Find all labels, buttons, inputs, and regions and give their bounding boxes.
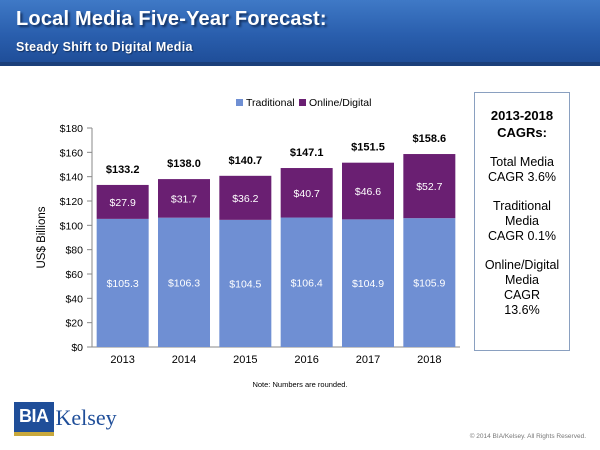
data-label-total: $140.7: [229, 155, 263, 167]
slide-title: Local Media Five-Year Forecast:: [16, 8, 327, 30]
x-tick-label: 2017: [356, 354, 380, 366]
data-label-total: $151.5: [351, 142, 385, 154]
data-label-total: $133.2: [106, 164, 140, 176]
bar-online-digital: [403, 154, 456, 219]
data-label-traditional: $106.4: [291, 277, 323, 289]
data-label-online-digital: $46.6: [355, 186, 381, 198]
cagr-summary-box: 2013-2018 CAGRs: Total Media CAGR 3.6% T…: [474, 92, 570, 351]
x-tick-label: 2013: [110, 354, 134, 366]
legend-swatch-online-digital: [299, 99, 306, 106]
x-tick-label: 2014: [172, 354, 196, 366]
data-label-total: $147.1: [290, 147, 324, 159]
data-label-traditional: $104.5: [229, 278, 261, 290]
data-label-online-digital: $52.7: [416, 181, 442, 193]
bar-traditional: [96, 218, 149, 347]
bar-traditional: [280, 217, 333, 347]
bar-traditional: [342, 219, 394, 347]
bar-traditional: [403, 218, 456, 347]
bar-traditional: [219, 219, 272, 347]
rounding-note: Note: Numbers are rounded.: [252, 380, 348, 389]
slide-subtitle: Steady Shift to Digital Media: [16, 40, 193, 54]
stacked-bar-chart: $0 $20 $40 $60 $80 $100 $120 $140 $160 $180 US$ Bi…: [36, 97, 460, 366]
data-label-online-digital: $40.7: [294, 188, 320, 200]
y-tick-label: $140: [60, 172, 84, 184]
logo-bia: BIA: [14, 402, 54, 436]
cagr-digital-line: Media: [504, 273, 540, 287]
cagr-traditional-media: Traditional Media CAGR 0.1%: [475, 199, 569, 244]
title-banner: Local Media Five-Year Forecast: Steady S…: [0, 0, 600, 66]
bar-online-digital: [158, 179, 210, 218]
y-tick-label: $80: [65, 245, 83, 257]
legend-label-traditional: Traditional: [246, 97, 295, 109]
bar-online-digital: [96, 184, 149, 219]
x-tick-label: 2016: [294, 354, 318, 366]
bar-online-digital: [280, 168, 333, 218]
bia-kelsey-logo: BIA Kelsey: [14, 402, 117, 436]
cagr-traditional-line: CAGR 0.1%: [487, 229, 557, 243]
bar-traditional: [158, 217, 210, 347]
bar-online-digital: [219, 175, 272, 220]
data-label-traditional: $104.9: [352, 278, 384, 290]
y-tick-label: $160: [60, 147, 84, 159]
y-tick-label: $40: [65, 293, 83, 305]
y-tick-label: $100: [60, 220, 84, 232]
data-label-online-digital: $31.7: [171, 193, 197, 205]
data-label-online-digital: $36.2: [232, 193, 258, 205]
cagr-total-line: Total Media: [490, 155, 554, 169]
y-axis-title: US$ Billions: [36, 206, 48, 268]
cagr-heading-label: CAGRs:: [497, 125, 547, 140]
cagr-total-media: Total Media CAGR 3.6%: [475, 155, 569, 185]
data-label-total: $158.6: [413, 133, 447, 145]
cagr-digital-line: 13.6%: [504, 303, 540, 317]
y-tick-label: $120: [60, 196, 84, 208]
cagr-heading-years: 2013-2018: [490, 108, 554, 123]
logo-kelsey: Kelsey: [55, 405, 117, 430]
data-label-total: $138.0: [167, 158, 201, 170]
legend-label-online-digital: Online/Digital: [309, 97, 371, 109]
data-label-traditional: $105.9: [413, 278, 445, 290]
cagr-heading: 2013-2018 CAGRs:: [475, 107, 569, 141]
bar-online-digital: [342, 162, 394, 220]
y-tick-label: $180: [60, 123, 84, 135]
cagr-total-line: CAGR 3.6%: [487, 170, 557, 184]
y-tick-label: $0: [71, 342, 83, 354]
cagr-digital-media: Online/Digital Media CAGR 13.6%: [475, 258, 569, 318]
cagr-traditional-line: Traditional: [493, 199, 551, 213]
y-tick-label: $20: [65, 318, 83, 330]
data-label-online-digital: $27.9: [110, 197, 136, 209]
data-label-traditional: $105.3: [107, 278, 139, 290]
x-tick-label: 2015: [233, 354, 257, 366]
copyright-notice: © 2014 BIA/Kelsey. All Rights Reserved.: [469, 433, 586, 440]
data-label-traditional: $106.3: [168, 277, 200, 289]
x-tick-label: 2018: [417, 354, 441, 366]
cagr-digital-line: CAGR: [503, 288, 541, 302]
cagr-digital-line: Online/Digital: [484, 258, 560, 272]
cagr-traditional-line: Media: [504, 214, 540, 228]
legend-swatch-traditional: [236, 99, 243, 106]
y-tick-label: $60: [65, 269, 83, 281]
